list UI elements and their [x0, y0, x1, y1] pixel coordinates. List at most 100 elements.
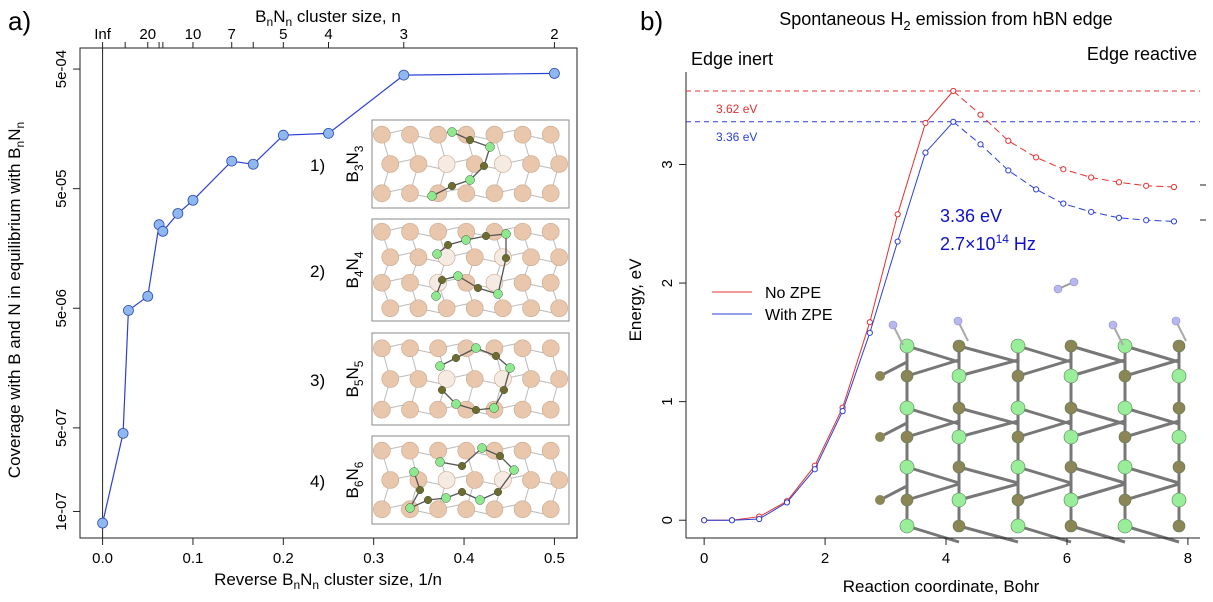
inset-atom	[550, 155, 568, 173]
lattice-atom-nitrogen	[900, 430, 914, 444]
inset-atom	[429, 441, 447, 460]
lattice-atom-boron	[1171, 368, 1187, 384]
inset-atom	[522, 370, 540, 388]
x-tick-label-b: 6	[1063, 550, 1071, 567]
lattice-bond	[1070, 406, 1126, 426]
reference-label-red: 3.62 eV	[716, 102, 757, 116]
energy-point	[950, 87, 957, 95]
hydrogen-atom	[953, 316, 963, 326]
inset-atom	[494, 299, 512, 318]
lattice-atom-nitrogen	[1172, 339, 1186, 353]
inset-atom	[494, 471, 512, 489]
inset-atom	[541, 184, 560, 203]
lattice-bond	[906, 344, 960, 364]
coverage-point	[398, 69, 410, 81]
cluster-atom-nitrogen	[473, 283, 483, 293]
inset-atom	[381, 471, 400, 489]
inset-atom	[373, 400, 391, 419]
energy-point	[783, 499, 791, 506]
top-tick-label: 2	[550, 26, 558, 43]
cluster-atom-nitrogen	[447, 181, 457, 191]
lattice-bond	[906, 465, 960, 485]
inset-atom	[541, 339, 560, 358]
energy-point	[1115, 179, 1123, 186]
x-tick-label-a: 0.0	[92, 550, 113, 567]
inset-atom	[381, 248, 400, 267]
inset-atom	[465, 248, 484, 267]
inset-atom	[465, 471, 484, 489]
cluster-inset: 1) B3N3	[310, 119, 570, 209]
y-axis-title-b: Energy, eV	[626, 258, 645, 342]
lattice-bond	[879, 421, 908, 439]
lattice-atom-nitrogen	[1172, 401, 1186, 415]
lattice-atom-nitrogen	[900, 493, 914, 507]
coverage-point	[117, 427, 129, 439]
lattice-bond	[1017, 524, 1072, 544]
energy-point	[1170, 218, 1178, 225]
lattice-atom-nitrogen	[1011, 430, 1025, 444]
inset-number: 1)	[310, 156, 325, 175]
lattice-atom-boron	[1117, 400, 1133, 416]
top-tick-label: 10	[185, 26, 202, 43]
energy-point	[1115, 214, 1123, 221]
hydrogen-atom	[888, 320, 898, 330]
inset-atom	[373, 184, 391, 203]
lattice-bond	[906, 358, 960, 378]
top-tick-label: 4	[324, 26, 332, 43]
cluster-atom-nitrogen	[457, 487, 467, 497]
lattice-bond	[906, 482, 960, 502]
cluster-atom-nitrogen	[443, 240, 453, 250]
inset-atom	[409, 155, 428, 173]
hydrogen-atom	[1171, 316, 1181, 326]
lattice-bond	[958, 419, 1019, 439]
lattice-atom-boron	[1010, 400, 1026, 416]
inset-atom	[401, 400, 419, 419]
lattice-atom-boron	[951, 492, 967, 508]
coverage-point	[323, 127, 334, 139]
y-tick-label-a: 5e-06	[53, 289, 70, 327]
x-tick-label-a: 0.3	[363, 550, 384, 567]
energy-line	[704, 90, 954, 521]
inset-atom	[485, 184, 504, 203]
energy-point	[977, 111, 984, 118]
energy-point	[922, 149, 929, 156]
lattice-bond	[958, 524, 1019, 544]
cluster-atom-nitrogen	[479, 161, 489, 171]
inset-atom	[373, 441, 391, 460]
tick-group-a: 0.0 0.1 0.2 0.3 0.4 0.5 1e-07 5e-07 5e-06 5e-05 5e…	[53, 26, 565, 567]
cluster-atom-nitrogen	[501, 253, 511, 263]
coverage-point	[187, 194, 199, 206]
cluster-atom-nitrogen	[491, 351, 501, 361]
inset-atom	[550, 299, 568, 318]
lattice-bond	[879, 360, 908, 378]
lattice-atom-boron	[1010, 518, 1026, 534]
inset-atom	[457, 441, 476, 460]
lattice-atom-nitrogen	[1064, 339, 1078, 353]
y-tick-label-a: 5e-05	[53, 169, 70, 207]
inset-atom	[437, 471, 456, 489]
cluster-atom-boron	[427, 191, 437, 201]
cluster-atom-nitrogen	[451, 353, 461, 363]
lattice-bond	[906, 406, 960, 426]
coverage-point	[157, 225, 169, 237]
lattice-bond	[958, 344, 1019, 364]
inset-atom	[429, 339, 447, 358]
inset-atom	[373, 500, 391, 519]
energy-point	[950, 118, 957, 125]
coverage-point	[172, 208, 184, 219]
inset-atom	[437, 155, 456, 173]
legend-label: No ZPE	[765, 285, 821, 302]
lattice-atom-nitrogen	[952, 519, 966, 533]
lattice-atom-boron	[1063, 492, 1079, 508]
inset-atom	[541, 500, 560, 519]
cluster-atom-boron	[509, 465, 519, 475]
cluster-atom-boron	[435, 361, 445, 371]
inset-atom	[513, 500, 532, 519]
lattice-bond	[1017, 344, 1072, 364]
cluster-atom-boron	[505, 363, 515, 373]
inset-atom	[429, 222, 447, 241]
cluster-atom-nitrogen	[499, 385, 509, 395]
cluster-inset: 3) B5N5	[310, 332, 570, 426]
hydrogen-atom	[1108, 320, 1118, 330]
inset-formula: B6N6	[343, 461, 366, 498]
